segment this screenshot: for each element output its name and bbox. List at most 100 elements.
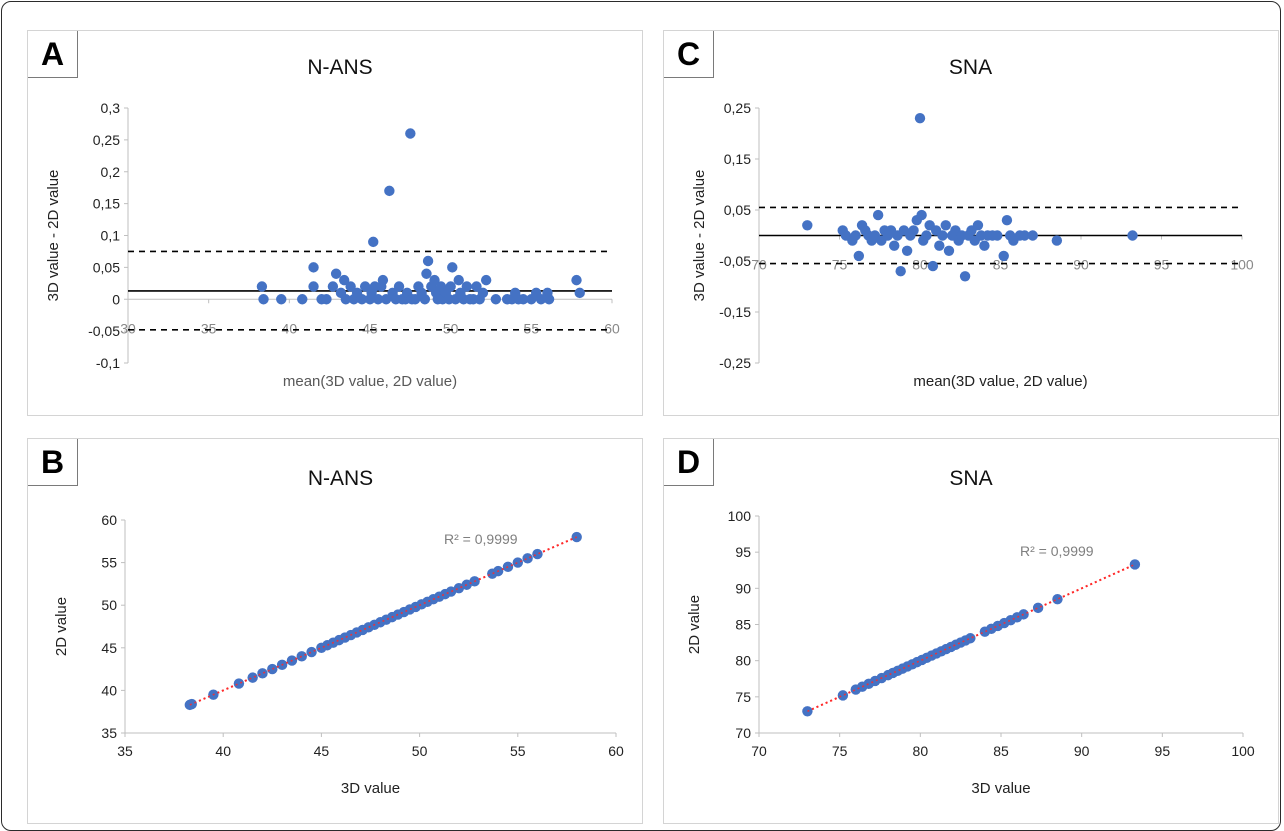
y-tick-label: 90 bbox=[735, 580, 751, 596]
y-tick-label: 100 bbox=[728, 508, 752, 524]
x-axis-title: mean(3D value, 2D value) bbox=[283, 373, 457, 390]
data-point bbox=[979, 240, 990, 251]
data-point bbox=[422, 255, 434, 267]
data-point bbox=[543, 294, 555, 305]
data-point bbox=[471, 281, 482, 292]
data-point bbox=[447, 262, 458, 273]
y-tick-label: 0,05 bbox=[93, 259, 120, 275]
data-point bbox=[445, 281, 456, 292]
y-axis-title: 2D value bbox=[53, 597, 70, 656]
x-tick-label: 55 bbox=[524, 320, 540, 336]
data-point bbox=[522, 553, 533, 564]
data-point bbox=[512, 557, 523, 568]
y-tick-label: 0,05 bbox=[724, 202, 751, 218]
data-point bbox=[535, 294, 547, 305]
y-tick-label: 0,25 bbox=[724, 100, 751, 116]
x-tick-label: 60 bbox=[608, 743, 624, 759]
data-point bbox=[518, 294, 529, 305]
data-point bbox=[461, 281, 472, 292]
data-point bbox=[393, 281, 405, 292]
data-point bbox=[308, 262, 319, 273]
panel-letter-label: C bbox=[664, 31, 714, 78]
data-point bbox=[267, 663, 278, 675]
x-tick-label: 100 bbox=[1231, 743, 1255, 759]
data-point bbox=[1001, 215, 1013, 226]
data-point bbox=[384, 185, 395, 197]
data-point bbox=[802, 220, 813, 231]
chart-title: SNA bbox=[949, 467, 992, 490]
r-squared-annotation: R² = 0,9999 bbox=[1020, 543, 1094, 559]
x-tick-label: 100 bbox=[1230, 257, 1254, 273]
y-tick-label: 0,3 bbox=[101, 100, 121, 116]
x-tick-label: 70 bbox=[751, 743, 767, 759]
data-point bbox=[419, 294, 431, 305]
y-tick-label: 0,15 bbox=[724, 151, 751, 167]
x-tick-label: 35 bbox=[201, 320, 217, 336]
y-tick-label: 45 bbox=[101, 640, 117, 656]
x-tick-label: 80 bbox=[913, 743, 929, 759]
data-point bbox=[972, 220, 984, 231]
x-tick-label: 80 bbox=[912, 257, 928, 273]
y-tick-label: 95 bbox=[735, 544, 751, 560]
data-point bbox=[345, 281, 356, 292]
x-tick-label: 90 bbox=[1073, 257, 1089, 273]
data-point bbox=[1127, 230, 1138, 241]
panel-letter-label: B bbox=[28, 439, 78, 486]
x-tick-label: 45 bbox=[314, 743, 330, 759]
x-tick-label: 50 bbox=[443, 320, 459, 336]
data-point bbox=[340, 294, 351, 305]
x-tick-label: 75 bbox=[832, 743, 848, 759]
y-axis-title: 3D value - 2D value bbox=[691, 170, 708, 302]
y-tick-label: -0,05 bbox=[88, 323, 120, 339]
y-tick-label: 80 bbox=[735, 653, 751, 669]
data-point bbox=[574, 287, 585, 299]
y-tick-label: 70 bbox=[735, 725, 751, 741]
panel-b-correlation-n-ans: N-ANS 60 55 50 45 40 35 35 40 45 50 55 60 3D value 2D … bbox=[27, 438, 643, 824]
data-point bbox=[453, 274, 464, 286]
data-point bbox=[257, 668, 268, 679]
data-point bbox=[421, 268, 432, 279]
panel-a-bland-altman-n-ans: N-ANS 0,3 0,25 0,2 0,15 0,1 0,05 0 -0,05 -0,1 30 35… bbox=[27, 30, 643, 416]
panel-letter-label: D bbox=[664, 439, 714, 486]
data-point bbox=[453, 582, 465, 594]
data-point bbox=[837, 690, 849, 701]
y-tick-label: -0,25 bbox=[719, 355, 751, 371]
data-point bbox=[571, 274, 582, 286]
data-point bbox=[943, 245, 955, 256]
data-point bbox=[330, 268, 342, 279]
data-point bbox=[914, 113, 926, 124]
x-axis-title: 3D value bbox=[971, 780, 1030, 797]
data-point bbox=[1129, 559, 1141, 570]
y-axis-title: 3D value - 2D value bbox=[45, 170, 62, 302]
chart-title: N-ANS bbox=[308, 467, 373, 490]
y-axis-title: 2D value bbox=[686, 595, 703, 654]
y-tick-label: 0,1 bbox=[101, 228, 121, 244]
x-tick-label: 30 bbox=[120, 320, 136, 336]
data-point bbox=[992, 230, 1003, 241]
x-tick-label: 60 bbox=[604, 320, 620, 336]
data-point bbox=[306, 646, 317, 658]
x-tick-label: 75 bbox=[832, 257, 848, 273]
data-point bbox=[934, 240, 945, 251]
data-point bbox=[1052, 593, 1063, 605]
data-point bbox=[937, 230, 948, 241]
y-tick-label: -0,05 bbox=[719, 253, 751, 269]
y-tick-label: 60 bbox=[101, 512, 117, 528]
data-point bbox=[258, 294, 269, 305]
data-point bbox=[409, 294, 421, 305]
y-tick-label: 35 bbox=[101, 725, 117, 741]
data-point bbox=[297, 294, 308, 305]
data-point bbox=[356, 294, 368, 305]
data-point bbox=[965, 633, 976, 644]
x-axis-title: 3D value bbox=[341, 780, 400, 797]
x-tick-label: 40 bbox=[282, 320, 298, 336]
data-point bbox=[380, 294, 392, 305]
data-point bbox=[940, 220, 951, 231]
y-tick-label: -0,1 bbox=[96, 355, 120, 371]
data-point bbox=[998, 250, 1009, 262]
chart-svg: N-ANS 0,3 0,25 0,2 0,15 0,1 0,05 0 -0,05 -0,1 30 35… bbox=[45, 56, 620, 390]
data-point bbox=[256, 281, 268, 292]
data-point bbox=[338, 274, 350, 286]
data-point bbox=[445, 586, 457, 597]
